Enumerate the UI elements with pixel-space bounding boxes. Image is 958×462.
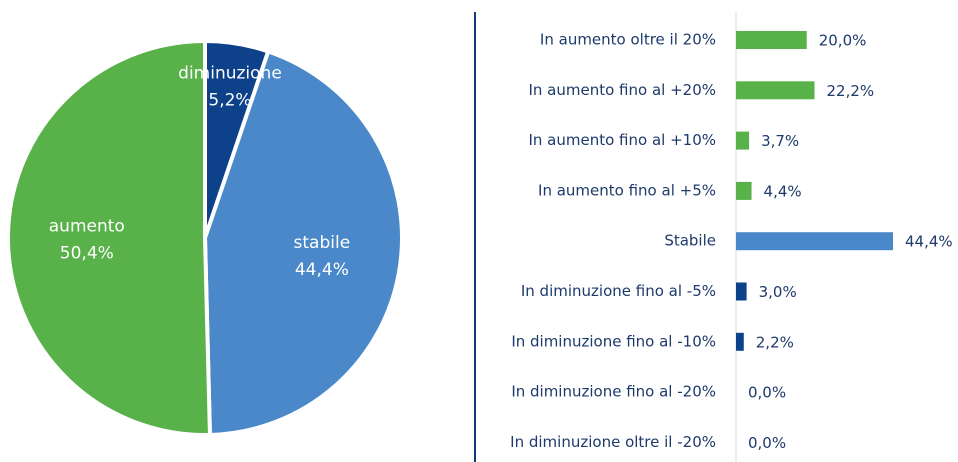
slice-value: 50,4% xyxy=(60,243,114,263)
value-label: 3,7% xyxy=(761,132,799,150)
bar xyxy=(736,31,807,49)
bar xyxy=(736,282,747,301)
bar xyxy=(736,131,750,150)
value-label: 3,0% xyxy=(759,283,797,301)
pie-slice xyxy=(202,48,404,437)
category-label: Stabile xyxy=(664,232,716,250)
value-label: 20,0% xyxy=(819,32,867,50)
bar xyxy=(736,181,752,200)
value-label: 2,2% xyxy=(756,333,794,351)
value-label: 44,4% xyxy=(905,233,953,251)
value-label: 0,0% xyxy=(748,384,786,402)
slice-label: diminuzione xyxy=(178,63,282,83)
category-label: In aumento fino al +10% xyxy=(528,131,716,149)
category-label: In aumento fino al +20% xyxy=(528,81,716,99)
category-label: In aumento oltre il 20% xyxy=(540,31,716,49)
category-label: In aumento fino al +5% xyxy=(538,181,716,199)
pie-slice xyxy=(6,38,213,437)
slice-label: stabile xyxy=(294,233,351,253)
category-label: In diminuzione fino al -5% xyxy=(521,282,716,300)
bar xyxy=(736,332,744,351)
category-label: In diminuzione fino al -10% xyxy=(511,332,716,350)
slice-value: 5,2% xyxy=(208,90,251,110)
slice-label: aumento xyxy=(49,216,125,236)
bar xyxy=(736,232,893,251)
value-label: 4,4% xyxy=(764,182,802,200)
slice-value: 44,4% xyxy=(295,260,349,280)
value-label: 22,2% xyxy=(827,82,875,100)
category-label: In diminuzione fino al -20% xyxy=(511,383,716,401)
value-label: 0,0% xyxy=(748,434,786,452)
bar xyxy=(736,81,815,100)
category-label: In diminuzione oltre il -20% xyxy=(510,433,716,451)
